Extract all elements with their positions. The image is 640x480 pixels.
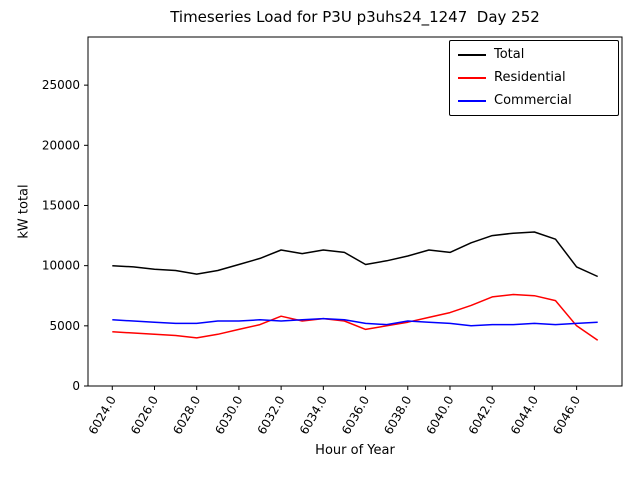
x-tick-label: 6044.0 xyxy=(508,394,541,437)
x-tick-label: 6028.0 xyxy=(170,394,203,437)
legend-item-residential: Residential xyxy=(458,70,608,86)
x-tick-label: 6032.0 xyxy=(255,394,288,437)
y-tick-label: 10000 xyxy=(42,259,80,273)
legend-label: Commercial xyxy=(494,93,572,108)
y-tick-label: 25000 xyxy=(42,78,80,92)
legend-item-total: Total xyxy=(458,47,608,63)
legend-line-swatch xyxy=(458,77,486,79)
x-tick-label: 6042.0 xyxy=(466,394,499,437)
legend-line-swatch xyxy=(458,100,486,102)
x-tick-label: 6038.0 xyxy=(381,394,414,437)
legend-label: Residential xyxy=(494,70,566,85)
axes-frame xyxy=(87,36,623,387)
x-tick-label: 6024.0 xyxy=(86,394,119,437)
series-line-residential xyxy=(112,293,599,341)
legend-label: Total xyxy=(494,47,525,62)
x-tick-label: 6036.0 xyxy=(339,394,372,437)
chart-title: Timeseries Load for P3U p3uhs24_1247 Day… xyxy=(170,8,540,26)
y-tick-label: 20000 xyxy=(42,138,80,152)
legend-line-swatch xyxy=(458,54,486,56)
y-axis-label: kW total xyxy=(16,184,32,239)
x-tick-label: 6026.0 xyxy=(128,394,161,437)
legend: Total Residential Commercial xyxy=(449,40,619,116)
y-tick-label: 15000 xyxy=(42,198,80,212)
x-tick-label: 6040.0 xyxy=(423,394,456,437)
y-tick-label: 5000 xyxy=(49,319,80,333)
x-tick-label: 6030.0 xyxy=(212,394,245,437)
legend-item-commercial: Commercial xyxy=(458,93,608,109)
series-line-commercial xyxy=(112,317,598,327)
x-tick-label: 6034.0 xyxy=(297,394,330,437)
y-tick-label: 0 xyxy=(72,379,80,393)
series-line-total xyxy=(112,231,599,278)
x-tick-label: 6046.0 xyxy=(550,394,583,437)
x-axis-label: Hour of Year xyxy=(315,443,395,458)
